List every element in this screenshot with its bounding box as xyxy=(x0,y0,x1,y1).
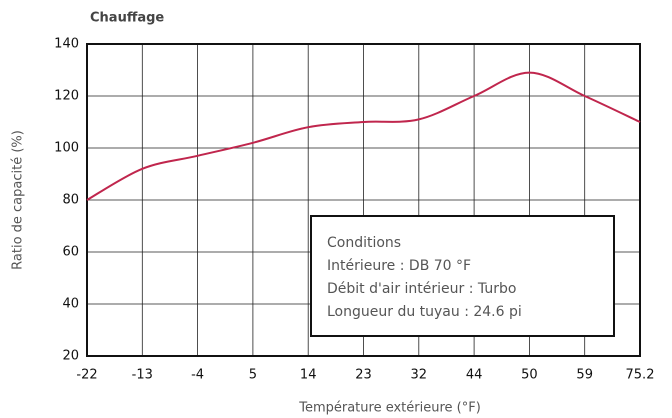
chart-title: Chauffage xyxy=(90,11,164,26)
x-tick-label: 14 xyxy=(300,368,317,383)
x-tick-label: 50 xyxy=(521,368,538,383)
annotation-text: Conditions xyxy=(327,235,401,251)
y-tick-label: 120 xyxy=(54,89,79,104)
x-tick-label: -4 xyxy=(191,368,204,383)
annotation-box xyxy=(310,215,615,337)
line xyxy=(86,71,641,201)
x-tick-label: 5 xyxy=(249,368,257,383)
y-tick-label: 80 xyxy=(62,193,79,208)
x-tick-label: -13 xyxy=(132,368,153,383)
x-tick-label: 23 xyxy=(355,368,372,383)
x-axis-label: Température extérieure (°F) xyxy=(298,401,481,416)
annotation-text: Débit d'air intérieur : Turbo xyxy=(327,281,516,297)
annotation-text: Intérieure : DB 70 °F xyxy=(327,258,471,274)
y-tick-label: 40 xyxy=(62,297,79,312)
x-tick-label: -22 xyxy=(76,368,97,383)
x-tick-label: 44 xyxy=(466,368,483,383)
x-tick-label: 59 xyxy=(576,368,593,383)
x-tick-label: 75.2 xyxy=(626,368,655,383)
y-tick-label: 100 xyxy=(54,141,79,156)
annotation-text: Longueur du tuyau : 24.6 pi xyxy=(327,304,522,320)
y-tick-label: 60 xyxy=(62,245,79,260)
y-tick-label: 140 xyxy=(54,37,79,52)
y-axis-label: Ratio de capacité (%) xyxy=(11,130,26,270)
y-tick-label: 20 xyxy=(62,349,79,364)
x-tick-label: 32 xyxy=(411,368,428,383)
